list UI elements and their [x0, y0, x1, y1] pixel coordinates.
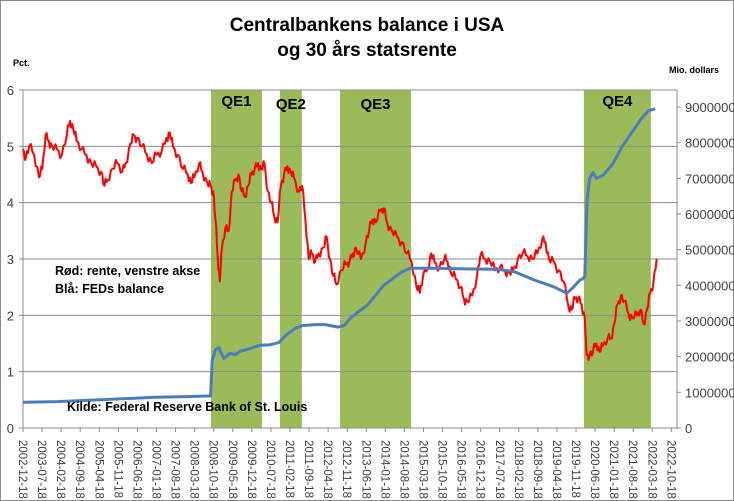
x-tick-label: 2022-10-18 [664, 440, 676, 499]
qe-label-qe4: QE4 [602, 93, 633, 110]
x-tick-label: 2016-05-18 [455, 440, 467, 499]
gridlines [23, 89, 677, 373]
x-tick-label: 2013-06-18 [359, 440, 371, 499]
series-line-fed-balance [22, 107, 656, 404]
right-tick-label: 6000000 [685, 207, 734, 222]
chart-title-line-1: Centralbankens balance i USA [230, 15, 505, 36]
right-tick-label: 2000000 [685, 350, 734, 365]
right-tick-label: 8000000 [685, 136, 734, 151]
qe-label-qe1: QE1 [221, 93, 251, 110]
left-tick-label: 2 [7, 308, 14, 323]
x-tick-label: 2006-06-18 [130, 440, 142, 499]
x-tick-label: 2008-10-18 [207, 440, 219, 499]
left-tick-label: 0 [7, 421, 14, 436]
right-tick-label: 9000000 [685, 100, 734, 115]
x-tick-label: 2017-07-18 [493, 440, 505, 499]
left-tick-label: 1 [7, 365, 14, 380]
qe-labels: QE1 QE2 QE3 QE4 [221, 93, 633, 113]
x-tick-label: 2014-01-18 [378, 440, 390, 499]
right-tick-label: 7000000 [685, 171, 734, 186]
chart-title-line-2: og 30 års statsrente [277, 40, 457, 61]
right-tick-label: 4000000 [685, 278, 734, 293]
x-axis-ticks: 2002-12-18 2003-07-18 2004-02-18 2004-09-18… [16, 428, 676, 499]
left-axis-ticks: 0 1 2 3 4 5 6 [7, 83, 23, 436]
x-tick-label: 2015-10-18 [436, 440, 448, 499]
x-tick-label: 2012-11-18 [340, 440, 352, 498]
left-tick-label: 3 [7, 252, 14, 267]
x-tick-label: 2003-07-18 [35, 440, 47, 499]
x-tick-label: 2010-07-18 [264, 440, 276, 499]
x-tick-label: 2019-04-18 [550, 440, 562, 499]
left-tick-label: 6 [7, 83, 14, 98]
x-tick-label: 2005-04-18 [92, 440, 104, 499]
qe-label-qe3: QE3 [360, 96, 390, 113]
x-tick-label: 2018-09-18 [531, 440, 543, 499]
right-tick-label: 5000000 [685, 243, 734, 258]
x-tick-label: 2022-03-18 [645, 440, 657, 499]
x-tick-label: 2002-12-18 [16, 440, 28, 499]
legend-note-blue: Blå: FEDs balance [55, 282, 164, 296]
x-tick-label: 2009-12-18 [245, 440, 257, 499]
x-tick-label: 2021-08-18 [626, 440, 638, 499]
x-tick-label: 2018-02-18 [512, 440, 524, 499]
right-tick-label: 1000000 [685, 385, 734, 400]
x-tick-label: 2012-04-18 [321, 440, 333, 499]
x-tick-label: 2011-09-18 [302, 440, 314, 498]
series-lines [22, 107, 658, 404]
x-tick-label: 2004-09-18 [73, 440, 85, 499]
x-tick-label: 2021-01-18 [607, 440, 619, 499]
right-tick-label: 0 [685, 421, 692, 436]
left-tick-label: 4 [7, 196, 14, 211]
series-line-rate [22, 120, 658, 361]
x-tick-label: 2016-12-18 [474, 440, 486, 499]
x-tick-label: 2007-01-18 [149, 440, 161, 499]
source-note: Kilde: Federal Reserve Bank of St. Louis [67, 400, 307, 414]
right-tick-label: 3000000 [685, 314, 734, 329]
legend-note-red: Rød: rente, venstre akse [55, 264, 200, 278]
x-tick-label: 2020-06-18 [588, 440, 600, 499]
right-axis-ticks: 0 1000000 2000000 3000000 4000000 5000000 6000… [677, 100, 734, 436]
left-axis-unit-label: Pct. [13, 58, 30, 68]
x-tick-label: 2009-05-18 [226, 440, 238, 499]
x-tick-label: 2004-02-18 [54, 440, 66, 499]
x-tick-label: 2014-08-18 [397, 440, 409, 499]
left-tick-label: 5 [7, 139, 14, 154]
x-tick-label: 2007-08-18 [169, 440, 181, 499]
x-tick-label: 2008-03-18 [188, 440, 200, 499]
right-axis-unit-label: Mio. dollars [669, 65, 719, 75]
x-tick-label: 2019-11-18 [569, 440, 581, 498]
x-tick-label: 2015-03-18 [416, 440, 428, 499]
x-tick-label: 2005-11-18 [111, 440, 123, 498]
qe-label-qe2: QE2 [276, 96, 306, 113]
x-tick-label: 2011-02-18 [283, 440, 295, 498]
